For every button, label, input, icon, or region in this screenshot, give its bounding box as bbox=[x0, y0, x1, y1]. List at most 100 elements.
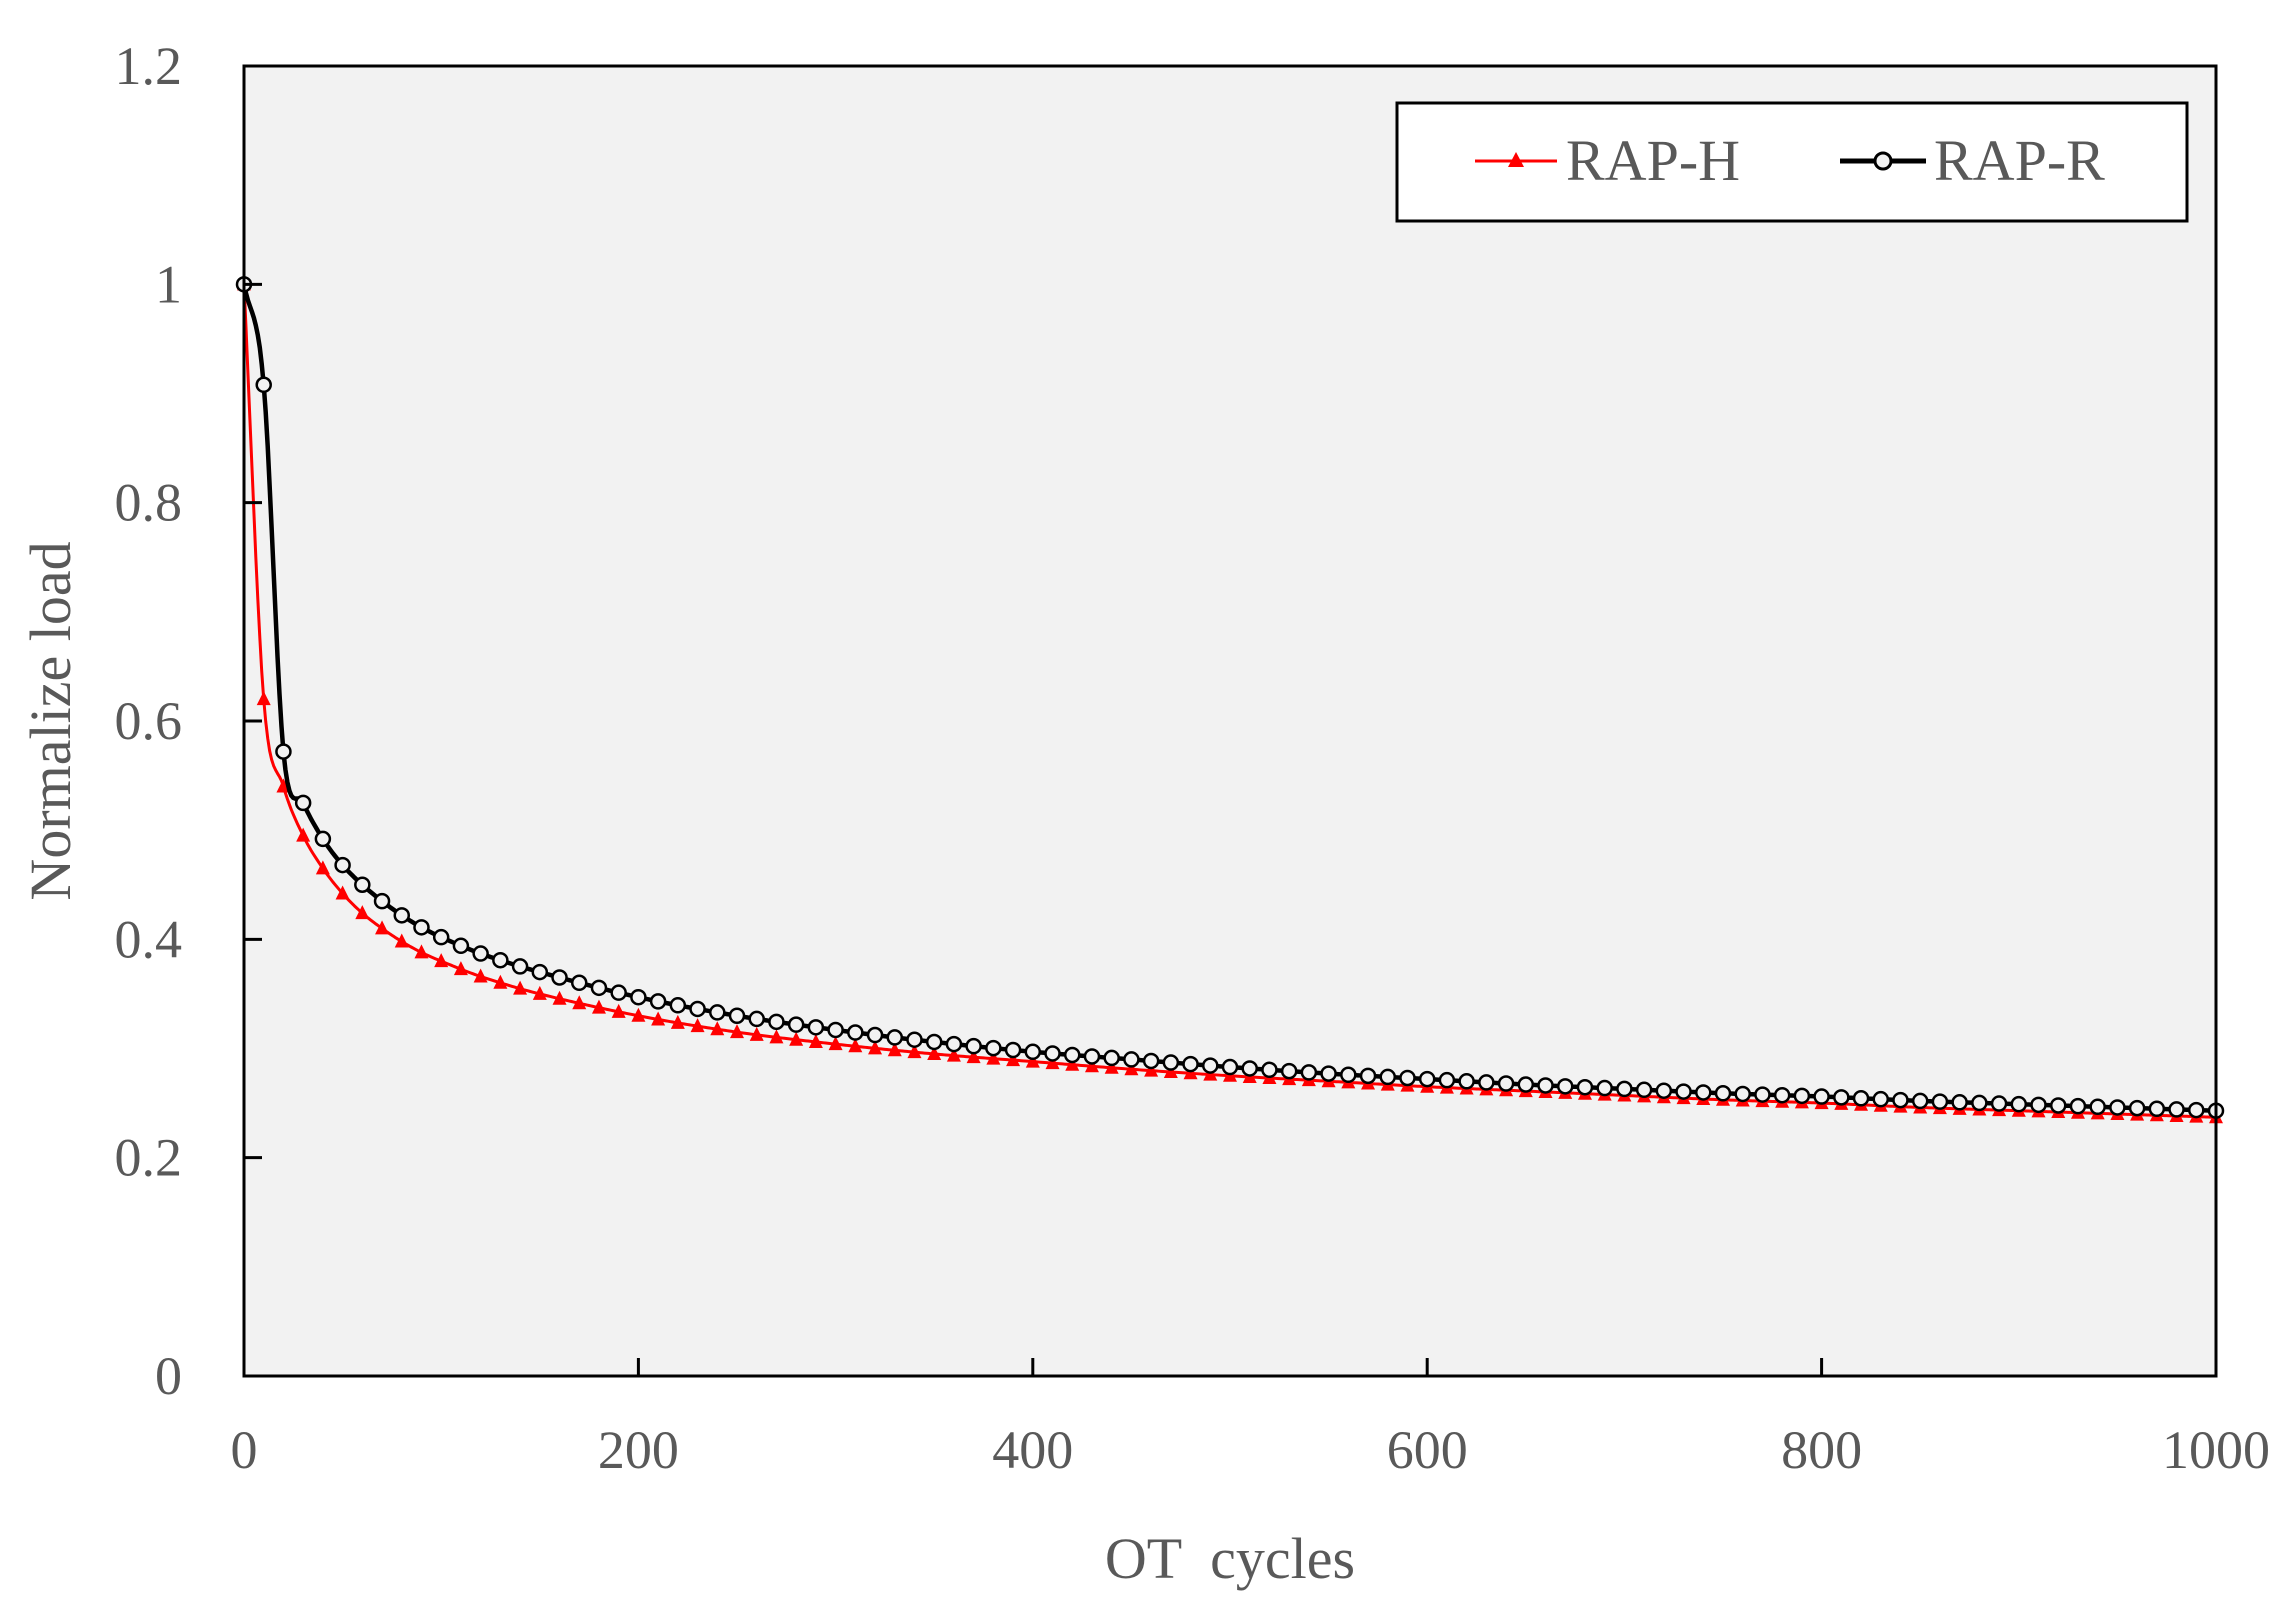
legend-marker-rap-h bbox=[1508, 152, 1524, 167]
data-point-rap-h bbox=[1144, 1062, 1159, 1077]
data-point-rap-r bbox=[1438, 1071, 1456, 1089]
data-point-rap-r bbox=[570, 974, 588, 992]
data-point-rap-h bbox=[848, 1038, 863, 1053]
data-point-rap-r bbox=[925, 1033, 943, 1051]
data-point-rap-r bbox=[1813, 1088, 1830, 1105]
data-point-rap-r bbox=[1773, 1086, 1791, 1104]
legend-label-rap-h: RAP-H bbox=[1566, 128, 1740, 193]
data-point-rap-h bbox=[789, 1031, 804, 1046]
data-point-rap-r bbox=[1971, 1094, 1988, 1112]
data-point-rap-r bbox=[2109, 1099, 2126, 1116]
data-point-rap-r bbox=[1695, 1084, 1712, 1101]
y-tick-label: 0.6 bbox=[115, 691, 183, 751]
data-point-rap-h bbox=[1084, 1058, 1099, 1073]
data-point-rap-h bbox=[690, 1018, 705, 1033]
data-point-rap-r bbox=[886, 1029, 904, 1046]
data-point-rap-r bbox=[1833, 1089, 1850, 1106]
data-point-rap-r bbox=[1675, 1083, 1692, 1100]
data-point-rap-h bbox=[256, 691, 271, 706]
data-point-rap-h bbox=[887, 1042, 902, 1057]
legend-marker-rap-r bbox=[1873, 151, 1893, 171]
data-point-rap-r bbox=[452, 937, 470, 955]
data-point-rap-r bbox=[1517, 1076, 1535, 1093]
data-point-rap-h bbox=[473, 968, 488, 983]
data-point-rap-r bbox=[787, 1016, 805, 1033]
data-point-rap-r bbox=[1340, 1066, 1357, 1084]
data-point-rap-r bbox=[2148, 1100, 2166, 1118]
data-point-rap-r bbox=[630, 988, 647, 1006]
data-point-rap-r bbox=[1044, 1045, 1061, 1062]
data-point-rap-r bbox=[1556, 1078, 1574, 1095]
data-point-rap-r bbox=[1576, 1078, 1594, 1096]
data-point-rap-r bbox=[492, 951, 509, 969]
data-point-rap-h bbox=[296, 827, 311, 842]
data-point-rap-r bbox=[1261, 1061, 1278, 1079]
data-point-rap-h bbox=[572, 995, 587, 1010]
data-point-rap-h bbox=[1025, 1053, 1040, 1068]
data-point-rap-h bbox=[1065, 1056, 1080, 1071]
data-point-rap-h bbox=[828, 1036, 843, 1051]
y-tick-label: 0.2 bbox=[115, 1128, 183, 1188]
data-point-rap-r bbox=[1497, 1075, 1515, 1092]
data-point-rap-h bbox=[414, 944, 429, 959]
legend-label-rap-r: RAP-R bbox=[1934, 128, 2105, 193]
data-point-rap-r bbox=[511, 958, 529, 975]
data-point-rap-h bbox=[808, 1033, 823, 1048]
data-point-rap-r bbox=[1734, 1085, 1751, 1103]
data-point-rap-h bbox=[730, 1024, 744, 1039]
data-point-rap-h bbox=[355, 905, 370, 920]
data-point-rap-h bbox=[453, 961, 468, 976]
data-point-rap-r bbox=[255, 376, 272, 394]
data-point-rap-r bbox=[1714, 1085, 1732, 1102]
data-point-rap-h bbox=[513, 980, 528, 995]
data-point-rap-r bbox=[965, 1037, 982, 1055]
x-tick-label: 1000 bbox=[2162, 1420, 2270, 1480]
data-point-rap-h bbox=[611, 1003, 626, 1018]
data-point-rap-h bbox=[670, 1014, 685, 1029]
data-point-rap-h bbox=[1124, 1061, 1139, 1076]
data-point-rap-h bbox=[710, 1021, 725, 1036]
x-axis-title: OT cycles bbox=[1105, 1526, 1355, 1591]
data-point-rap-r bbox=[1063, 1046, 1081, 1064]
data-point-rap-h bbox=[927, 1045, 942, 1060]
x-tick-label: 800 bbox=[1781, 1420, 1862, 1480]
y-tick-label: 0 bbox=[155, 1346, 182, 1406]
data-point-rap-h bbox=[631, 1007, 646, 1022]
data-point-rap-r bbox=[2010, 1095, 2028, 1113]
data-point-rap-h bbox=[552, 990, 567, 1005]
data-point-rap-r bbox=[590, 979, 608, 997]
data-point-rap-r bbox=[1004, 1041, 1022, 1059]
data-point-rap-r bbox=[669, 997, 687, 1014]
data-point-rap-h bbox=[868, 1040, 883, 1055]
data-point-rap-r bbox=[432, 928, 450, 946]
data-point-rap-h bbox=[946, 1047, 961, 1062]
data-point-rap-r bbox=[1182, 1055, 1199, 1073]
data-point-rap-r bbox=[2188, 1101, 2205, 1119]
data-point-rap-r bbox=[689, 1000, 706, 1018]
data-point-rap-h bbox=[375, 920, 390, 935]
data-point-rap-r bbox=[2089, 1098, 2106, 1116]
data-point-rap-r bbox=[413, 919, 430, 936]
data-point-rap-r bbox=[1379, 1068, 1397, 1086]
data-point-rap-h bbox=[749, 1026, 764, 1041]
data-point-rap-r bbox=[610, 984, 627, 1001]
data-point-rap-r bbox=[1418, 1070, 1436, 1088]
data-point-rap-r bbox=[1754, 1086, 1771, 1103]
data-point-rap-r bbox=[1123, 1051, 1140, 1068]
data-point-rap-r bbox=[393, 907, 411, 924]
data-point-rap-r bbox=[1655, 1082, 1673, 1099]
data-point-rap-r bbox=[334, 856, 351, 874]
data-point-rap-r bbox=[1911, 1092, 1929, 1110]
data-point-rap-h bbox=[651, 1011, 666, 1026]
data-point-rap-r bbox=[847, 1024, 864, 1041]
data-point-rap-r bbox=[1103, 1049, 1120, 1067]
data-point-rap-r bbox=[985, 1039, 1002, 1057]
data-point-rap-r bbox=[649, 993, 667, 1010]
x-tick-label: 0 bbox=[231, 1420, 258, 1480]
data-point-rap-h bbox=[966, 1049, 981, 1064]
data-point-rap-r bbox=[1872, 1090, 1890, 1108]
data-point-rap-h bbox=[434, 953, 449, 968]
data-point-rap-r bbox=[1202, 1057, 1219, 1074]
x-tick-label: 600 bbox=[1387, 1420, 1468, 1480]
data-point-rap-r bbox=[1162, 1054, 1180, 1071]
